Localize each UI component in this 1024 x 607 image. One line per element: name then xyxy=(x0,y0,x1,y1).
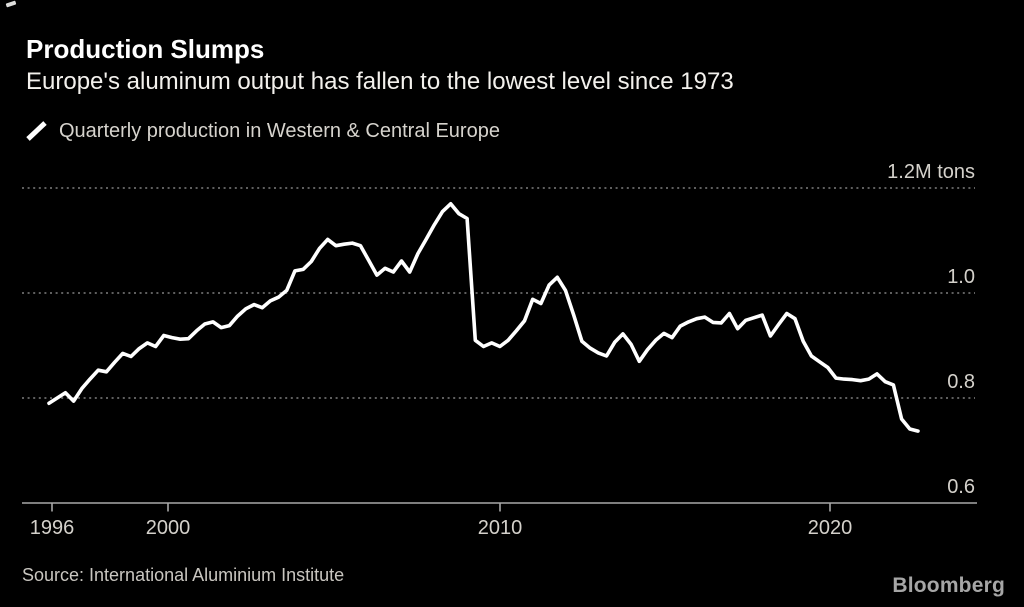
source-text: Source: International Aluminium Institut… xyxy=(22,565,345,585)
y-axis-label: 0.8 xyxy=(947,371,975,393)
x-axis-label: 2020 xyxy=(807,517,853,539)
chart-title: Production Slumps xyxy=(26,34,265,64)
y-axis-label: 1.2M tons xyxy=(887,161,975,183)
x-axis-label: 2000 xyxy=(145,517,191,539)
production-line-series xyxy=(47,202,920,433)
y-axis-label: 1.0 xyxy=(947,266,975,288)
y-axis-label: 0.6 xyxy=(947,476,975,498)
chart-subtitle: Europe's aluminum output has fallen to t… xyxy=(26,68,734,95)
legend: Quarterly production in Western & Centra… xyxy=(26,119,500,143)
bloomberg-logo: Bloomberg xyxy=(892,574,1005,597)
legend-label: Quarterly production in Western & Centra… xyxy=(59,119,500,142)
x-axis-label: 1996 xyxy=(29,517,75,539)
x-axis-label: 2010 xyxy=(477,517,523,539)
line-series-icon xyxy=(26,121,47,141)
